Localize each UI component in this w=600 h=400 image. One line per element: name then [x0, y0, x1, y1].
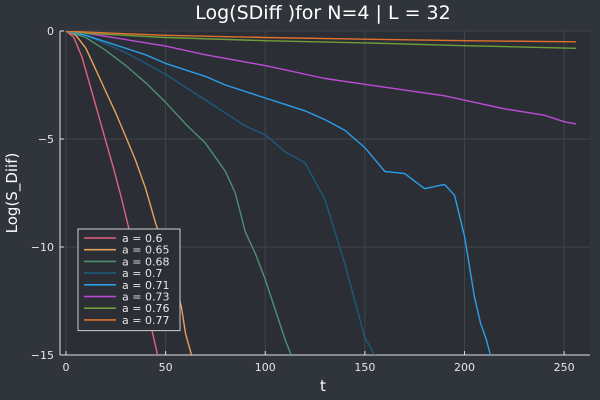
- legend-label: a = 0.7: [122, 267, 162, 280]
- x-tick-label: 200: [454, 361, 475, 374]
- grid: [60, 30, 590, 356]
- legend-label: a = 0.65: [122, 244, 169, 257]
- legend-label: a = 0.73: [122, 291, 169, 304]
- x-tick-label: 0: [62, 361, 69, 374]
- y-tick-label: −15: [31, 349, 54, 362]
- y-tick-label: 0: [47, 25, 54, 38]
- legend-label: a = 0.77: [122, 314, 169, 327]
- chart-title: Log(SDiff )for N=4 | L = 32: [195, 2, 451, 24]
- x-axis-label: t: [320, 377, 326, 395]
- legend-box: [77, 228, 181, 332]
- series-lines: [65, 31, 577, 355]
- tick-labels: 0 50 100 150 200 250 0 −5 −10 −15: [31, 25, 575, 374]
- legend: a = 0.6a = 0.65a = 0.68a = 0.7a = 0.71a …: [77, 228, 181, 332]
- legend-label: a = 0.68: [122, 255, 169, 268]
- x-tick-label: 100: [255, 361, 276, 374]
- series-line-8: [65, 31, 577, 43]
- y-tick-label: −5: [38, 133, 54, 146]
- legend-label: a = 0.6: [122, 232, 162, 245]
- series-line-4: [65, 31, 376, 355]
- x-tick-label: 150: [354, 361, 375, 374]
- x-tick-label: 250: [554, 361, 575, 374]
- series-line-5: [65, 31, 492, 355]
- series-line-7: [65, 31, 577, 49]
- series-line-3: [65, 31, 292, 355]
- series-line-6: [65, 31, 577, 125]
- axes: [59, 30, 590, 356]
- y-tick-label: −10: [31, 241, 54, 254]
- legend-label: a = 0.71: [122, 279, 169, 292]
- legend-label: a = 0.76: [122, 302, 169, 315]
- x-tick-label: 50: [159, 361, 173, 374]
- y-axis-label: Log(S_Diif): [3, 153, 22, 234]
